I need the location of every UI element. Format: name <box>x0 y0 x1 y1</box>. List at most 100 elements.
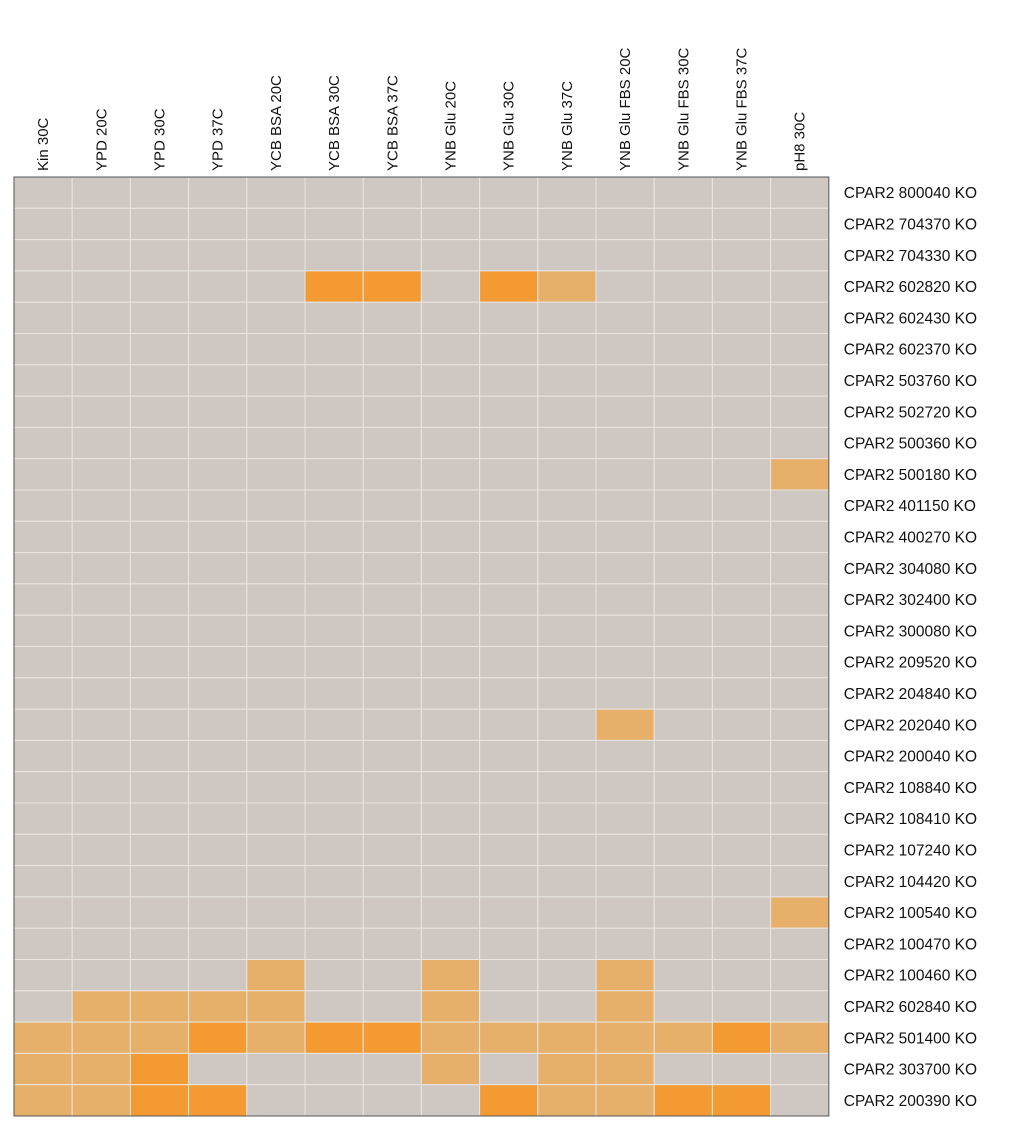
heatmap-cell <box>653 426 713 460</box>
heatmap-cell <box>188 896 248 929</box>
heatmap-cell <box>188 207 248 241</box>
row-label: CPAR2 800040 KO <box>844 185 977 202</box>
heatmap-cell <box>595 395 655 428</box>
heatmap-cell <box>479 176 539 209</box>
heatmap-cell <box>420 489 481 522</box>
heatmap-cell <box>362 552 422 585</box>
heatmap-cell <box>188 270 248 303</box>
heatmap-cell <box>13 333 73 366</box>
heatmap-cell <box>711 520 772 554</box>
heatmap-cell <box>711 739 772 773</box>
heatmap-cell <box>479 207 539 241</box>
heatmap-cell <box>246 802 306 835</box>
heatmap-cell <box>770 959 830 992</box>
heatmap-cell <box>129 583 190 616</box>
heatmap-cell <box>304 1052 364 1086</box>
heatmap-cell <box>13 426 73 460</box>
heatmap-cell <box>653 1021 713 1054</box>
heatmap-cell <box>362 959 422 992</box>
heatmap-cell <box>188 802 248 835</box>
heatmap-cell <box>595 489 655 522</box>
row-label: CPAR2 204840 KO <box>844 686 977 703</box>
heatmap-cell <box>595 865 655 898</box>
heatmap-cell <box>479 583 539 616</box>
heatmap-cell <box>304 896 364 929</box>
heatmap-cell <box>129 239 190 272</box>
heatmap-cell <box>304 1084 364 1117</box>
heatmap-cell <box>188 333 248 366</box>
heatmap-cell <box>770 520 830 554</box>
heatmap-cell <box>711 646 772 679</box>
heatmap-cell <box>129 270 190 303</box>
heatmap-cell <box>653 333 713 366</box>
heatmap-cell <box>479 896 539 929</box>
heatmap-cell <box>71 520 131 554</box>
heatmap-cell <box>129 552 190 585</box>
heatmap-cell <box>653 646 713 679</box>
heatmap-cell <box>129 739 190 773</box>
heatmap-cell <box>188 301 248 335</box>
heatmap-cell <box>13 458 73 491</box>
heatmap-cell <box>13 1084 73 1117</box>
heatmap-cell <box>595 646 655 679</box>
heatmap-cell <box>711 583 772 616</box>
heatmap-cell <box>246 552 306 585</box>
heatmap-cell <box>246 583 306 616</box>
heatmap-cell <box>711 771 772 804</box>
heatmap-cell <box>71 395 131 428</box>
heatmap-cell <box>537 333 597 366</box>
heatmap-cell <box>479 395 539 428</box>
heatmap-cell <box>711 833 772 867</box>
heatmap-cell <box>711 333 772 366</box>
heatmap-cell <box>711 959 772 992</box>
heatmap-cell <box>770 489 830 522</box>
heatmap-cell <box>479 1052 539 1086</box>
row-label: CPAR2 704330 KO <box>844 248 977 265</box>
heatmap-cell <box>770 1052 830 1086</box>
column-label: YNB Glu 37C <box>559 81 576 171</box>
heatmap-cell <box>711 552 772 585</box>
heatmap-cell <box>188 552 248 585</box>
heatmap-cell <box>653 1084 713 1117</box>
heatmap-cell <box>304 270 364 303</box>
heatmap-cell <box>129 364 190 397</box>
heatmap-cell <box>71 207 131 241</box>
heatmap-cell <box>362 426 422 460</box>
heatmap-cell <box>304 489 364 522</box>
heatmap-cell <box>653 239 713 272</box>
heatmap-cell <box>711 270 772 303</box>
heatmap-cell <box>420 207 481 241</box>
heatmap-cell <box>770 927 830 961</box>
heatmap-cell <box>770 395 830 428</box>
heatmap-cell <box>129 426 190 460</box>
heatmap-cell <box>362 270 422 303</box>
heatmap-cell <box>188 739 248 773</box>
heatmap-cell <box>129 458 190 491</box>
heatmap-cell <box>129 771 190 804</box>
heatmap-cell <box>711 395 772 428</box>
heatmap-cell <box>479 739 539 773</box>
heatmap-cell <box>653 739 713 773</box>
heatmap-cell <box>13 207 73 241</box>
heatmap-cell <box>770 990 830 1023</box>
heatmap-cell <box>246 333 306 366</box>
heatmap-cell <box>246 176 306 209</box>
heatmap-cell <box>537 207 597 241</box>
heatmap-cell <box>13 896 73 929</box>
heatmap-cell <box>479 333 539 366</box>
heatmap-cell <box>129 802 190 835</box>
heatmap-cell <box>537 927 597 961</box>
heatmap-cell <box>537 865 597 898</box>
heatmap-cell <box>362 896 422 929</box>
heatmap-cell <box>420 896 481 929</box>
heatmap-cell <box>304 677 364 710</box>
heatmap-cell <box>246 865 306 898</box>
heatmap-cell <box>362 771 422 804</box>
heatmap-cell <box>537 489 597 522</box>
heatmap-cell <box>711 458 772 491</box>
heatmap-cell <box>595 708 655 741</box>
heatmap-cell <box>246 927 306 961</box>
heatmap-cell <box>711 802 772 835</box>
heatmap-cell <box>770 677 830 710</box>
column-label: YPD 20C <box>93 108 110 171</box>
